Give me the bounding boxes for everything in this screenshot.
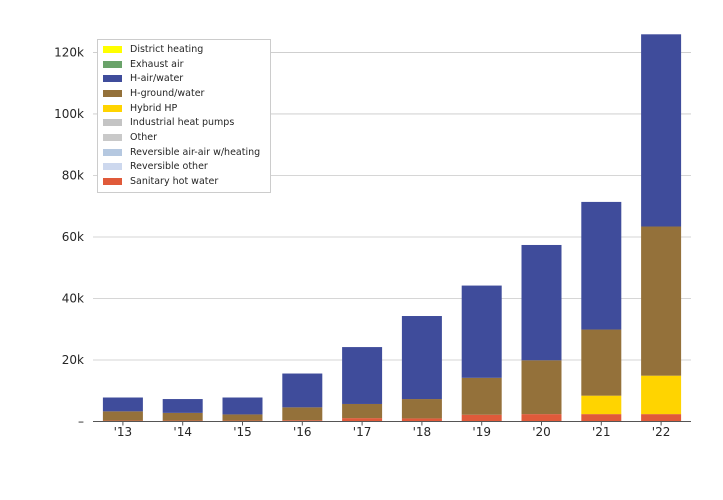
bar-segment [342,403,383,419]
legend-item: H-air/water [98,71,270,86]
y-tick-label: 40k [62,291,84,305]
bar-segment [521,414,562,422]
x-tick-label: '22 [652,425,671,439]
x-tick-label: '14 [173,425,192,439]
x-tick-label: '13 [114,425,133,439]
bar-stacks [102,34,682,422]
bar-segment [222,414,263,421]
bar-segment [401,316,442,400]
legend-swatch [103,45,122,53]
legend-item: Hybrid HP [98,101,270,116]
y-tick-label: 80k [62,168,84,182]
bar-segment [641,226,682,376]
bar-segment [282,373,323,408]
legend-swatch [103,104,122,112]
bar-segment [521,244,562,361]
y-tick-label: 60k [62,230,84,244]
bar-segment [342,418,383,422]
bar-segment [342,347,383,404]
legend-label: Other [130,131,157,143]
legend-item: H-ground/water [98,86,270,101]
legend-label: H-ground/water [130,87,205,99]
x-tick-label: '15 [233,425,252,439]
legend-label: Exhaust air [130,58,184,70]
bar-segment [641,414,682,422]
bar-segment [282,407,323,421]
legend-swatch [103,163,122,171]
bar-segment [581,395,622,415]
bar-segment [461,414,502,422]
y-tick-labels: – 20k 40k 60k 80k 100k 120k [54,45,84,428]
x-tick-label: '19 [472,425,491,439]
legend-item: Other [98,130,270,145]
bar-segment [282,420,323,422]
legend-swatch [103,119,122,127]
x-tick-label: '20 [532,425,551,439]
legend-label: Sanitary hot water [130,176,219,188]
x-tick-labels: '13 '14 '15 '16 '17 '18 '19 '20 '21 '22 [114,421,671,439]
bar-segment [162,412,203,421]
legend-item: District heating [98,42,270,57]
y-tick-label: 20k [62,353,84,367]
legend-swatch [103,89,122,97]
legend-swatch [103,60,122,68]
y-tick-label: 100k [54,107,84,121]
bar-segment [222,397,263,415]
chart-legend: District heating Exhaust air H-air/water H-… [97,39,271,193]
x-tick-label: '17 [353,425,372,439]
legend-swatch [103,133,122,141]
bar-segment [581,414,622,422]
x-tick-label: '18 [413,425,432,439]
bar-segment [581,201,622,330]
bar-segment [641,34,682,227]
bar-segment [162,399,203,413]
x-tick-label: '16 [293,425,312,439]
y-tick-label: 120k [54,45,84,59]
legend-label: Reversible other [130,161,208,173]
bar-segment [461,377,502,415]
bar-segment [461,285,502,378]
x-tick-label: '21 [592,425,611,439]
bar-segment [581,329,622,396]
legend-item: Industrial heat pumps [98,115,270,130]
bar-segment [641,375,682,415]
legend-swatch [103,178,122,186]
bar-segment [401,399,442,419]
y-tick-label: – [78,415,84,429]
legend-label: Industrial heat pumps [130,117,235,129]
bar-segment [102,411,143,421]
legend-label: Reversible air-air w/heating [130,146,261,158]
legend-item: Sanitary hot water [98,174,270,189]
legend-item: Reversible air-air w/heating [98,145,270,160]
bar-segment [521,360,562,415]
legend-label: Hybrid HP [130,102,178,114]
legend-swatch [103,75,122,83]
bar-segment [102,397,143,412]
legend-label: District heating [130,43,204,55]
legend-label: H-air/water [130,73,184,85]
bar-segment [401,418,442,422]
legend-item: Exhaust air [98,57,270,72]
legend-swatch [103,148,122,156]
legend-item: Reversible other [98,160,270,175]
